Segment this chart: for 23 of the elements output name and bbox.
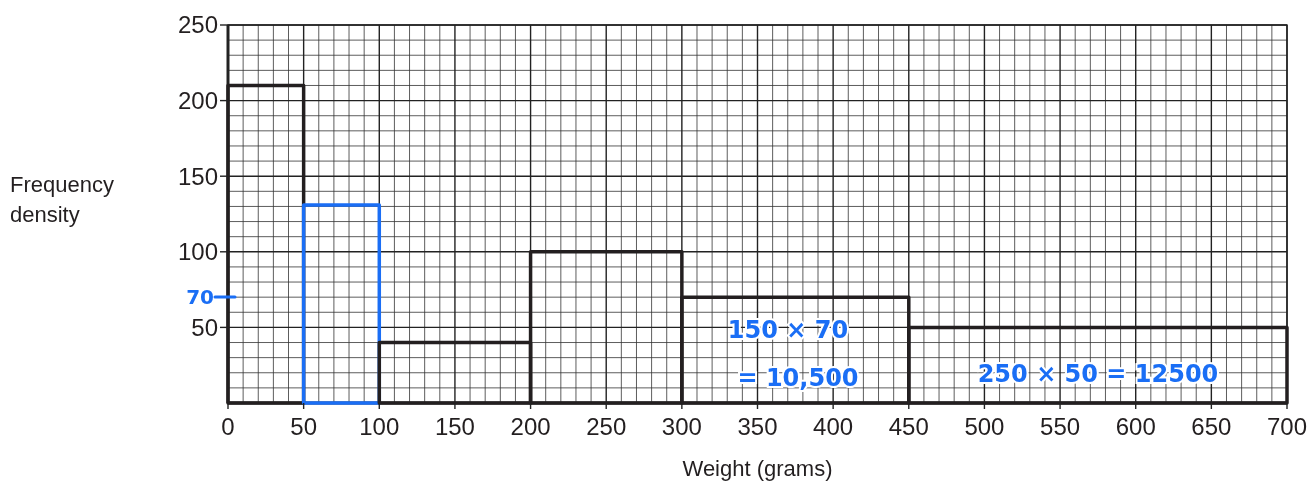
x-tick-label: 350 xyxy=(737,413,778,440)
x-tick-label: 100 xyxy=(359,413,400,440)
x-tick-label: 700 xyxy=(1266,413,1308,440)
x-tick-label: 300 xyxy=(661,413,702,440)
y-axis-title: Frequency density xyxy=(10,172,114,227)
y-tick-label: 50 xyxy=(191,313,218,341)
x-tick-label: 550 xyxy=(1040,413,1081,440)
x-tick-label: 500 xyxy=(964,413,1005,440)
x-tick-label: 200 xyxy=(510,413,551,440)
x-tick-label: 50 xyxy=(290,413,317,440)
x-tick-label: 250 xyxy=(586,413,627,440)
x-tick-label: 150 xyxy=(434,413,475,440)
x-tick-label: 600 xyxy=(1115,413,1156,440)
y-tick-label: 150 xyxy=(177,162,218,190)
y-tick-label: 200 xyxy=(177,87,218,114)
text: 70 xyxy=(186,285,214,309)
x-tick-label: 400 xyxy=(813,413,854,440)
x-axis-title: Weight (grams) xyxy=(682,456,833,481)
y-tick-label: 100 xyxy=(177,238,218,266)
x-tick-label: 650 xyxy=(1191,413,1232,440)
y-tick-label: 250 xyxy=(177,11,218,39)
x-tick-label: 450 xyxy=(888,413,929,440)
x-tick-label: 0 xyxy=(221,413,235,440)
